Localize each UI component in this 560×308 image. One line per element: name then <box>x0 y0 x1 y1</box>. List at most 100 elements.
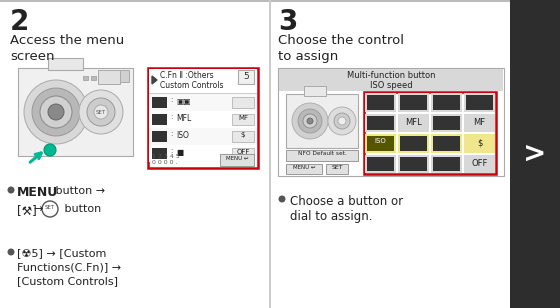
Text: →: → <box>33 204 43 214</box>
Circle shape <box>303 114 317 128</box>
Bar <box>367 136 394 151</box>
Bar <box>152 148 167 159</box>
Bar <box>149 145 257 162</box>
Text: Choose a button or: Choose a button or <box>290 195 403 208</box>
Text: 0 0 0 0 .: 0 0 0 0 . <box>152 160 178 165</box>
Circle shape <box>338 117 346 125</box>
Text: 1 2 3 4 5: 1 2 3 4 5 <box>152 154 180 159</box>
Bar <box>149 94 257 111</box>
Bar <box>433 156 460 171</box>
Text: :: : <box>170 114 172 120</box>
Bar <box>18 68 133 156</box>
Text: $: $ <box>241 132 245 138</box>
Bar <box>431 155 462 173</box>
Text: $: $ <box>477 138 482 147</box>
Text: Multi-function button: Multi-function button <box>347 71 435 80</box>
Circle shape <box>334 113 350 129</box>
Text: SET: SET <box>45 205 55 210</box>
Bar <box>286 150 358 161</box>
Bar <box>152 131 167 142</box>
Circle shape <box>79 90 123 134</box>
Bar <box>398 134 429 152</box>
Text: to assign: to assign <box>278 50 338 63</box>
Text: Access the menu: Access the menu <box>10 34 124 47</box>
Text: MENU ↩: MENU ↩ <box>226 156 248 161</box>
Bar <box>304 86 326 96</box>
Text: ■: ■ <box>176 148 183 157</box>
Bar <box>99 76 104 80</box>
Bar <box>400 95 427 110</box>
Bar <box>367 95 394 110</box>
Polygon shape <box>152 76 157 84</box>
Text: ISO speed: ISO speed <box>370 81 412 90</box>
Bar <box>148 68 258 168</box>
Bar <box>365 93 396 111</box>
Bar <box>510 0 560 308</box>
Text: :: : <box>170 131 172 137</box>
Bar <box>433 95 460 110</box>
Text: Choose the control: Choose the control <box>278 34 404 47</box>
Bar <box>326 164 348 174</box>
Bar <box>464 114 495 132</box>
Bar <box>433 136 460 151</box>
Text: SET: SET <box>331 165 343 170</box>
Bar <box>149 111 257 128</box>
Bar <box>433 116 460 130</box>
Text: ISO: ISO <box>176 131 189 140</box>
Bar <box>238 70 254 84</box>
Circle shape <box>307 118 313 124</box>
Bar <box>232 114 254 125</box>
Text: dial to assign.: dial to assign. <box>290 210 372 223</box>
Bar <box>400 156 427 171</box>
Bar <box>220 154 254 166</box>
Text: button: button <box>61 204 101 214</box>
Circle shape <box>292 103 328 139</box>
Bar <box>149 69 257 93</box>
Bar <box>466 95 493 110</box>
Circle shape <box>94 105 108 119</box>
Text: MFL: MFL <box>176 114 192 123</box>
Bar <box>0 0 560 2</box>
Text: [☢5] → [Custom: [☢5] → [Custom <box>17 248 106 258</box>
Bar <box>464 155 495 173</box>
Text: C.Fn Ⅱ :Others: C.Fn Ⅱ :Others <box>160 71 213 80</box>
Bar <box>365 155 396 173</box>
Bar <box>269 0 270 308</box>
Bar <box>113 70 129 82</box>
Circle shape <box>7 249 15 256</box>
Circle shape <box>42 201 58 217</box>
Bar <box>152 97 167 108</box>
Text: Custom Controls: Custom Controls <box>160 81 223 90</box>
Bar <box>98 70 120 84</box>
Text: >: > <box>523 140 547 168</box>
Text: :: : <box>170 148 172 154</box>
Text: Functions(C.Fn)] →: Functions(C.Fn)] → <box>17 262 121 272</box>
Bar <box>398 114 429 132</box>
Text: button →: button → <box>52 186 105 196</box>
Text: 5: 5 <box>243 72 249 81</box>
Text: [Custom Controls]: [Custom Controls] <box>17 276 118 286</box>
Text: MF: MF <box>238 115 248 121</box>
Circle shape <box>87 98 115 126</box>
Bar <box>367 116 394 130</box>
Circle shape <box>328 107 356 135</box>
Bar <box>232 97 254 108</box>
Bar <box>431 93 462 111</box>
Circle shape <box>24 80 88 144</box>
Circle shape <box>298 109 322 133</box>
Text: NFO Default set.: NFO Default set. <box>297 151 347 156</box>
Bar <box>149 93 257 94</box>
Bar <box>364 92 496 174</box>
Text: OFF: OFF <box>236 149 250 155</box>
Bar <box>152 114 167 125</box>
Circle shape <box>32 88 80 136</box>
Bar <box>365 114 396 132</box>
Bar <box>286 164 322 174</box>
Bar <box>48 58 83 70</box>
Text: MFL: MFL <box>405 118 422 127</box>
Bar <box>398 155 429 173</box>
Bar <box>232 131 254 142</box>
Text: screen: screen <box>10 50 54 63</box>
Bar <box>232 148 254 159</box>
Bar <box>367 156 394 171</box>
